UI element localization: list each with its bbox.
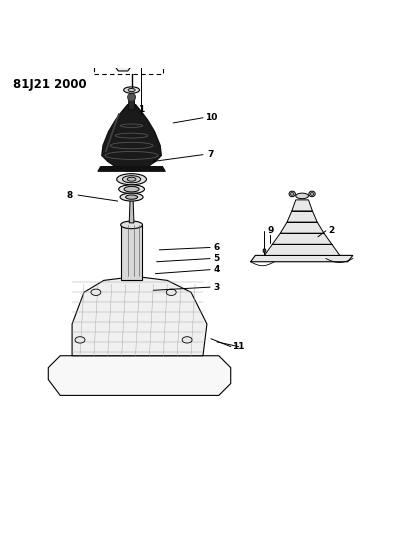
- Polygon shape: [129, 100, 135, 110]
- Polygon shape: [264, 244, 340, 255]
- Ellipse shape: [309, 191, 315, 197]
- Polygon shape: [272, 233, 332, 244]
- Polygon shape: [102, 104, 161, 171]
- Polygon shape: [48, 356, 231, 395]
- Polygon shape: [129, 197, 134, 223]
- Ellipse shape: [119, 31, 125, 35]
- Text: 9: 9: [267, 227, 273, 235]
- Text: 2: 2: [329, 227, 335, 235]
- Text: 11: 11: [232, 342, 245, 351]
- Ellipse shape: [126, 195, 138, 199]
- Bar: [94, 22, 163, 74]
- Ellipse shape: [117, 174, 146, 185]
- Ellipse shape: [296, 193, 308, 199]
- Text: 5: 5: [214, 254, 220, 263]
- Ellipse shape: [117, 30, 129, 37]
- Ellipse shape: [166, 289, 176, 295]
- Polygon shape: [251, 255, 353, 262]
- Polygon shape: [121, 225, 142, 280]
- Polygon shape: [108, 35, 138, 71]
- Ellipse shape: [124, 87, 140, 93]
- Polygon shape: [287, 211, 317, 222]
- Text: 10: 10: [205, 114, 217, 122]
- Text: 7: 7: [208, 150, 214, 159]
- Text: 1: 1: [139, 106, 144, 115]
- Ellipse shape: [120, 193, 143, 201]
- Ellipse shape: [128, 93, 136, 101]
- Ellipse shape: [91, 289, 101, 295]
- Ellipse shape: [310, 192, 314, 195]
- Text: 4: 4: [214, 265, 220, 274]
- Ellipse shape: [128, 88, 135, 92]
- Text: 81J21 2000: 81J21 2000: [13, 78, 86, 91]
- Ellipse shape: [75, 337, 85, 343]
- Ellipse shape: [182, 337, 192, 343]
- Ellipse shape: [119, 185, 144, 193]
- Text: 6: 6: [214, 243, 220, 252]
- Ellipse shape: [129, 191, 135, 197]
- Ellipse shape: [289, 191, 295, 197]
- Ellipse shape: [121, 221, 142, 229]
- Ellipse shape: [123, 176, 141, 183]
- Text: 3: 3: [214, 282, 220, 292]
- Polygon shape: [98, 166, 165, 171]
- Polygon shape: [292, 200, 312, 211]
- Ellipse shape: [263, 249, 266, 253]
- Ellipse shape: [291, 192, 294, 195]
- Ellipse shape: [124, 187, 139, 192]
- Ellipse shape: [127, 177, 136, 181]
- Polygon shape: [280, 222, 324, 233]
- Polygon shape: [72, 277, 207, 356]
- Text: 8: 8: [67, 191, 73, 200]
